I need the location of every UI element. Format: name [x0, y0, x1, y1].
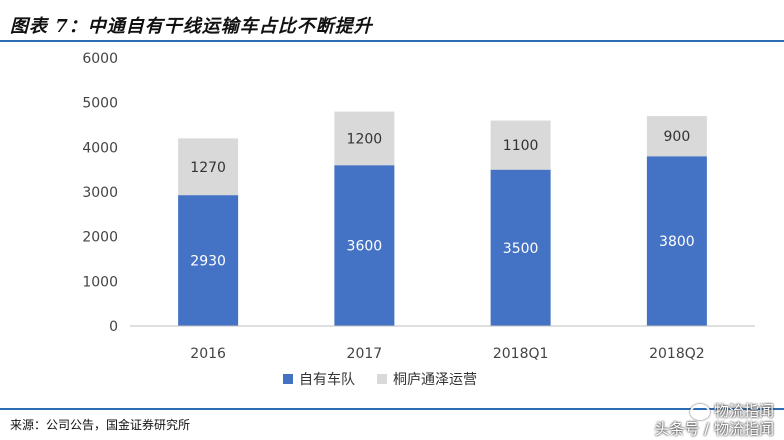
x-tick-label: 2018Q1: [493, 346, 549, 362]
y-tick-label: 1000: [82, 274, 118, 290]
chart-title: 图表 7：中通自有干线运输车占比不断提升: [10, 16, 373, 37]
x-axis: 2016 2017 2018Q1 2018Q2: [130, 325, 755, 362]
y-tick-label: 6000: [82, 51, 118, 67]
watermark: 物流指闻 头条号 / 物流指闻: [654, 402, 774, 438]
bar-segment: [646, 156, 707, 326]
bars: 2930 1270 3600 1200 3500 1100 3800 900: [178, 111, 707, 326]
watermark-name: 物流指闻: [713, 402, 774, 420]
data-label: 3600: [347, 239, 383, 255]
data-label: 1200: [347, 131, 383, 147]
title-divider: [0, 40, 784, 42]
bar-segment: [334, 111, 395, 166]
bar-segment: [178, 138, 239, 196]
footer-divider: [0, 408, 784, 410]
y-tick-label: 3000: [82, 185, 118, 201]
bar-segment: [646, 116, 707, 157]
x-tick-label: 2017: [347, 346, 383, 362]
bar-segment: [490, 169, 551, 326]
y-tick-label: 5000: [82, 96, 118, 112]
legend-swatch: [377, 374, 387, 384]
legend-label: 桐庐通泽运营: [393, 372, 477, 388]
legend-swatch: [283, 374, 293, 384]
bar-segment: [334, 165, 395, 326]
y-axis: 0 1000 2000 3000 4000 5000 6000: [82, 51, 118, 335]
source-note: 来源：公司公告，国金证券研究所: [10, 418, 191, 432]
data-label: 3800: [659, 234, 695, 250]
bar-segment: [490, 120, 551, 170]
x-tick-label: 2018Q2: [649, 346, 705, 362]
data-label: 3500: [503, 241, 539, 257]
data-label: 1100: [503, 138, 539, 154]
data-label: 2930: [190, 254, 226, 270]
y-tick-label: 2000: [82, 230, 118, 246]
y-tick-label: 0: [109, 319, 118, 335]
data-label: 900: [664, 129, 691, 145]
data-label: 1270: [190, 160, 226, 176]
legend-label: 自有车队: [299, 371, 355, 388]
bar-segment: [178, 195, 239, 326]
wechat-icon: [689, 403, 710, 420]
stacked-bar-chart: 0 1000 2000 3000 4000 5000 6000 2930 1270 3600 12…: [82, 51, 755, 388]
x-tick-label: 2016: [190, 346, 226, 362]
legend: 自有车队 桐庐通泽运营: [283, 371, 477, 388]
watermark-account: 头条号 / 物流指闻: [654, 420, 774, 438]
y-tick-label: 4000: [82, 140, 118, 156]
